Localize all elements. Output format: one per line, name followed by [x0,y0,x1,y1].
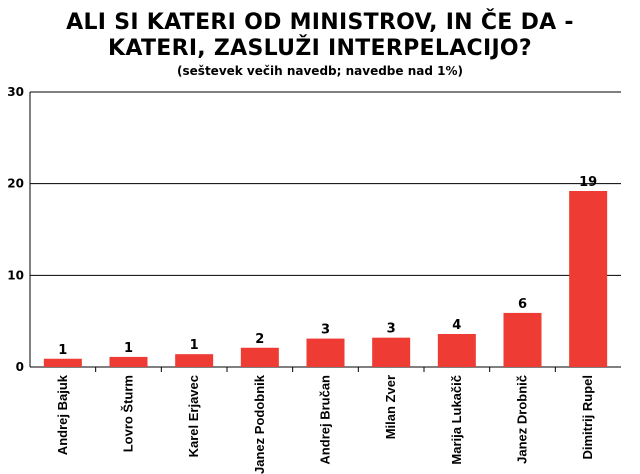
bar [240,347,279,367]
category-label: Janez Drobnič [515,375,530,464]
data-label: 4 [452,318,461,333]
bar [372,337,411,367]
bar [175,354,214,367]
chart-subtitle: (seštevek večih navedb; navedbe nad 1%) [177,64,463,78]
bar [437,334,476,367]
category-label: Janez Podobnik [252,374,267,474]
category-label: Marija Lukačič [449,375,464,465]
data-label: 1 [124,341,133,356]
bar [306,338,345,367]
bar [43,358,82,367]
data-label: 1 [58,343,67,358]
data-label: 1 [190,338,199,353]
data-label: 3 [387,322,396,337]
chart-title-line1: ALI SI KATERI OD MINISTROV, IN ČE DA - [66,10,574,35]
category-label: Dimitrij Rupel [580,375,595,460]
category-label: Karel Erjavec [186,375,201,457]
chart-title-line2: KATERI, ZASLUŽI INTERPELACIJO? [107,36,532,61]
data-label: 19 [579,175,597,190]
y-tick-label: 0 [16,360,24,374]
category-label: Andrej Bajuk [55,374,70,455]
category-label: Andrej Bručan [318,375,333,465]
bar [569,191,608,367]
category-label: Milan Zver [383,375,398,439]
data-label: 3 [321,323,330,338]
y-tick-label: 10 [7,268,24,282]
data-label: 6 [518,297,527,312]
bar [503,312,542,367]
data-label: 2 [255,332,264,347]
y-tick-label: 20 [7,177,24,191]
bar [109,356,148,367]
category-label: Lovro Šturm [121,375,136,452]
y-tick-label: 30 [7,85,24,99]
